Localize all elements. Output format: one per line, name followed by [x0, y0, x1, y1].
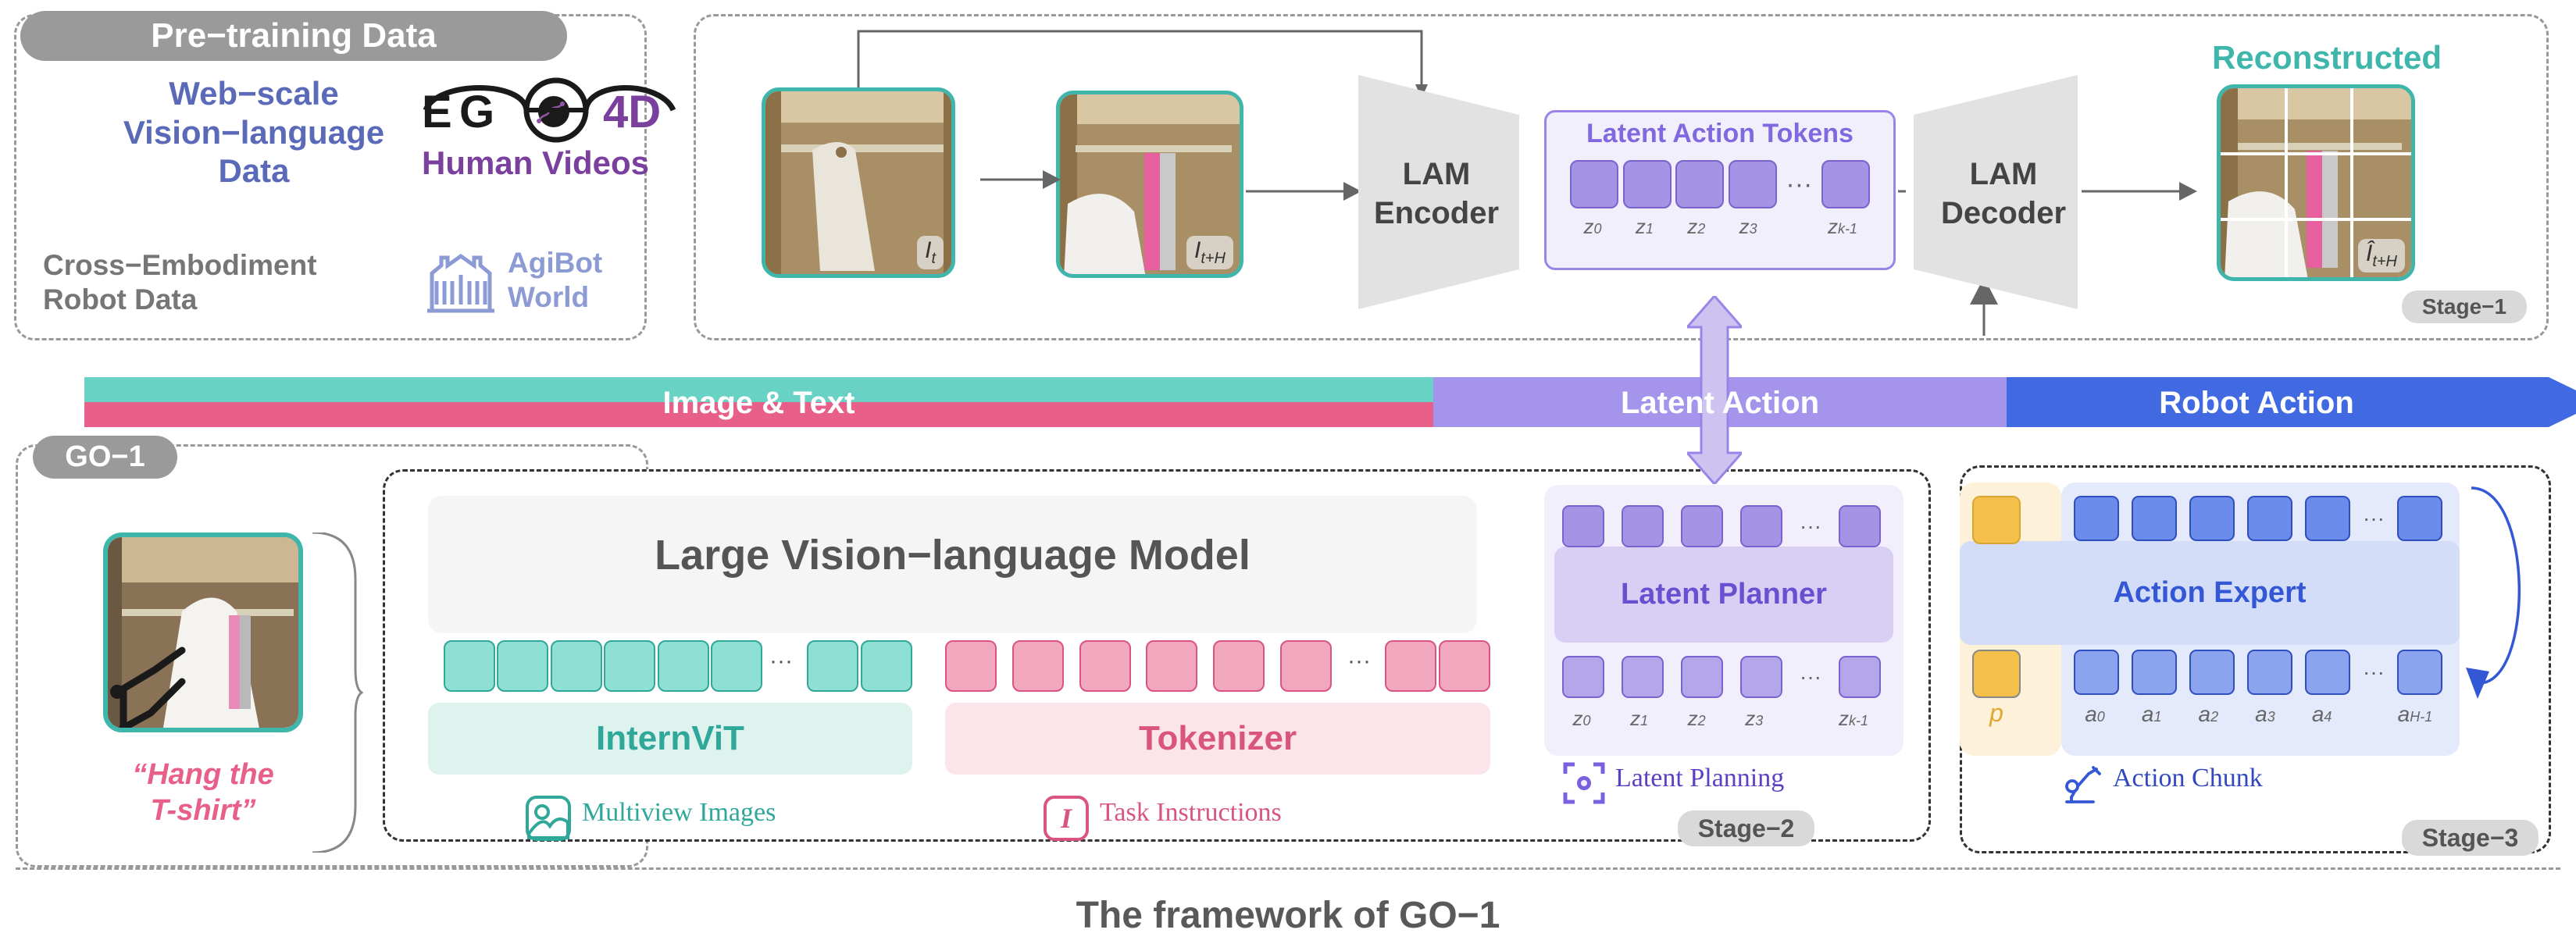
svg-text:I: I [1060, 803, 1073, 834]
svg-text:Decoder: Decoder [1941, 196, 2066, 230]
svg-text:LAM: LAM [1403, 157, 1471, 191]
svg-text:LAM: LAM [1970, 157, 2038, 191]
svg-text:G: G [459, 87, 494, 137]
svg-text:Encoder: Encoder [1374, 196, 1499, 230]
